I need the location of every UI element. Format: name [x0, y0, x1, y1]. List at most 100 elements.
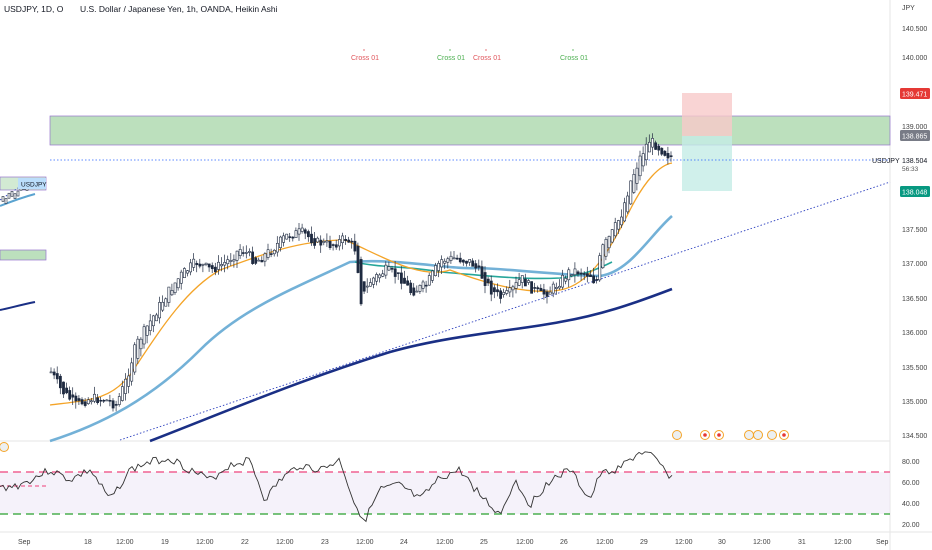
us-flag-icon[interactable]: [744, 430, 754, 440]
take-profit-badge[interactable]: [900, 186, 930, 197]
candle-body: [647, 141, 651, 153]
candle-body: [68, 390, 72, 400]
candle-body: [74, 395, 78, 402]
candle-body: [468, 259, 472, 263]
candle-body: [275, 242, 279, 253]
rising-trendline[interactable]: [119, 181, 891, 441]
candle-body: [517, 279, 521, 286]
candle-body: [341, 235, 344, 244]
candle-body: [49, 371, 53, 374]
us-flag-icon[interactable]: [0, 442, 9, 452]
candle-body: [387, 266, 391, 271]
cross-label[interactable]: Cross 01: [560, 55, 588, 62]
candle-body: [592, 275, 596, 284]
candle-body: [235, 250, 239, 261]
symbol-label[interactable]: USDJPY, 1D, O: [4, 4, 64, 14]
candle-body: [598, 255, 602, 281]
candle-body: [93, 393, 96, 402]
candle-body: [406, 280, 410, 286]
candle-body: [443, 260, 447, 264]
candle-body: [471, 260, 475, 267]
cross-label[interactable]: Cross 01: [473, 55, 501, 62]
candle-body: [108, 400, 112, 402]
stop-loss-badge[interactable]: [900, 88, 930, 99]
candle-body: [114, 404, 118, 406]
candle-body: [124, 378, 127, 394]
candle-body: [499, 290, 503, 299]
stop-loss-value: 139.471: [902, 92, 927, 99]
candle-body: [381, 273, 385, 277]
ema-slow-line: [149, 287, 673, 443]
candle-body: [505, 290, 509, 294]
cross-label[interactable]: Cross 01: [437, 55, 465, 62]
take-profit-box[interactable]: [682, 136, 732, 191]
candle-body: [241, 252, 245, 254]
candle-body: [458, 257, 462, 263]
candle-body: [58, 375, 62, 389]
candle-body: [601, 244, 605, 269]
candle-body: [136, 338, 140, 359]
candle-body: [384, 264, 388, 276]
candle-body: [480, 266, 484, 279]
economic-events[interactable]: [0, 430, 789, 452]
candle-body: [576, 271, 580, 275]
candle-body: [415, 290, 419, 293]
candle-body: [449, 255, 453, 261]
cross-label[interactable]: Cross 01: [351, 55, 379, 62]
candle-body: [207, 263, 211, 268]
candle-body: [192, 258, 196, 268]
candle-body: [589, 274, 592, 277]
us-flag-icon[interactable]: [672, 430, 682, 440]
candle-body: [434, 265, 437, 276]
candle-body: [461, 259, 465, 263]
candle-body: [365, 285, 369, 288]
rsi-tick: 80.00: [902, 459, 920, 466]
candle-body: [127, 375, 131, 387]
resistance-zone[interactable]: [49, 115, 891, 146]
candle-body: [573, 268, 577, 276]
candle-body: [214, 266, 217, 273]
candle-body: [117, 396, 121, 405]
candle-body: [616, 220, 620, 230]
candle-body: [604, 239, 608, 257]
candle-body: [16, 190, 20, 197]
candle-body: [533, 287, 537, 289]
candle-body: [316, 237, 320, 243]
candle-body: [210, 265, 214, 270]
entry-badge[interactable]: [900, 130, 930, 141]
candle-body: [527, 280, 530, 283]
stop-loss-box[interactable]: [682, 93, 732, 136]
candlesticks[interactable]: [1, 133, 673, 412]
rsi-tick: 20.00: [902, 522, 920, 529]
rsi-band: [0, 472, 890, 514]
candle-body: [375, 274, 379, 282]
left-ema-mid: [0, 193, 36, 207]
time-tick: 12:00: [276, 539, 294, 546]
candle-body: [638, 155, 642, 177]
candle-body: [477, 265, 481, 268]
time-axis[interactable]: Sep 18 12:00 19 12:00 22 12:00 23 12:00 …: [18, 539, 889, 546]
candle-body: [145, 325, 149, 336]
candle-body: [257, 259, 261, 262]
candle-body: [288, 236, 292, 238]
rsi-axis[interactable]: 80.00 60.00 40.00 20.00: [902, 459, 920, 529]
ema-teal-line: [354, 261, 613, 280]
time-tick: 19: [161, 539, 169, 546]
time-tick: 30: [718, 539, 726, 546]
candle-body: [396, 272, 400, 274]
candle-body: [440, 259, 444, 268]
candle-body: [254, 257, 258, 264]
candle-body: [272, 250, 276, 255]
price-axis[interactable]: 140.500 140.000 139.000 137.500 137.000 …: [902, 26, 927, 440]
candle-body: [319, 239, 323, 246]
us-flag-icon[interactable]: [767, 430, 777, 440]
candle-body: [179, 271, 183, 284]
cross-signal-labels: Cross 01 Cross 01 Cross 01 Cross 01: [351, 49, 588, 62]
candle-body: [52, 371, 56, 376]
time-tick: 31: [798, 539, 806, 546]
time-tick: 12:00: [196, 539, 214, 546]
candle-body: [204, 262, 208, 265]
us-flag-icon[interactable]: [753, 430, 763, 440]
candle-body: [644, 143, 648, 161]
